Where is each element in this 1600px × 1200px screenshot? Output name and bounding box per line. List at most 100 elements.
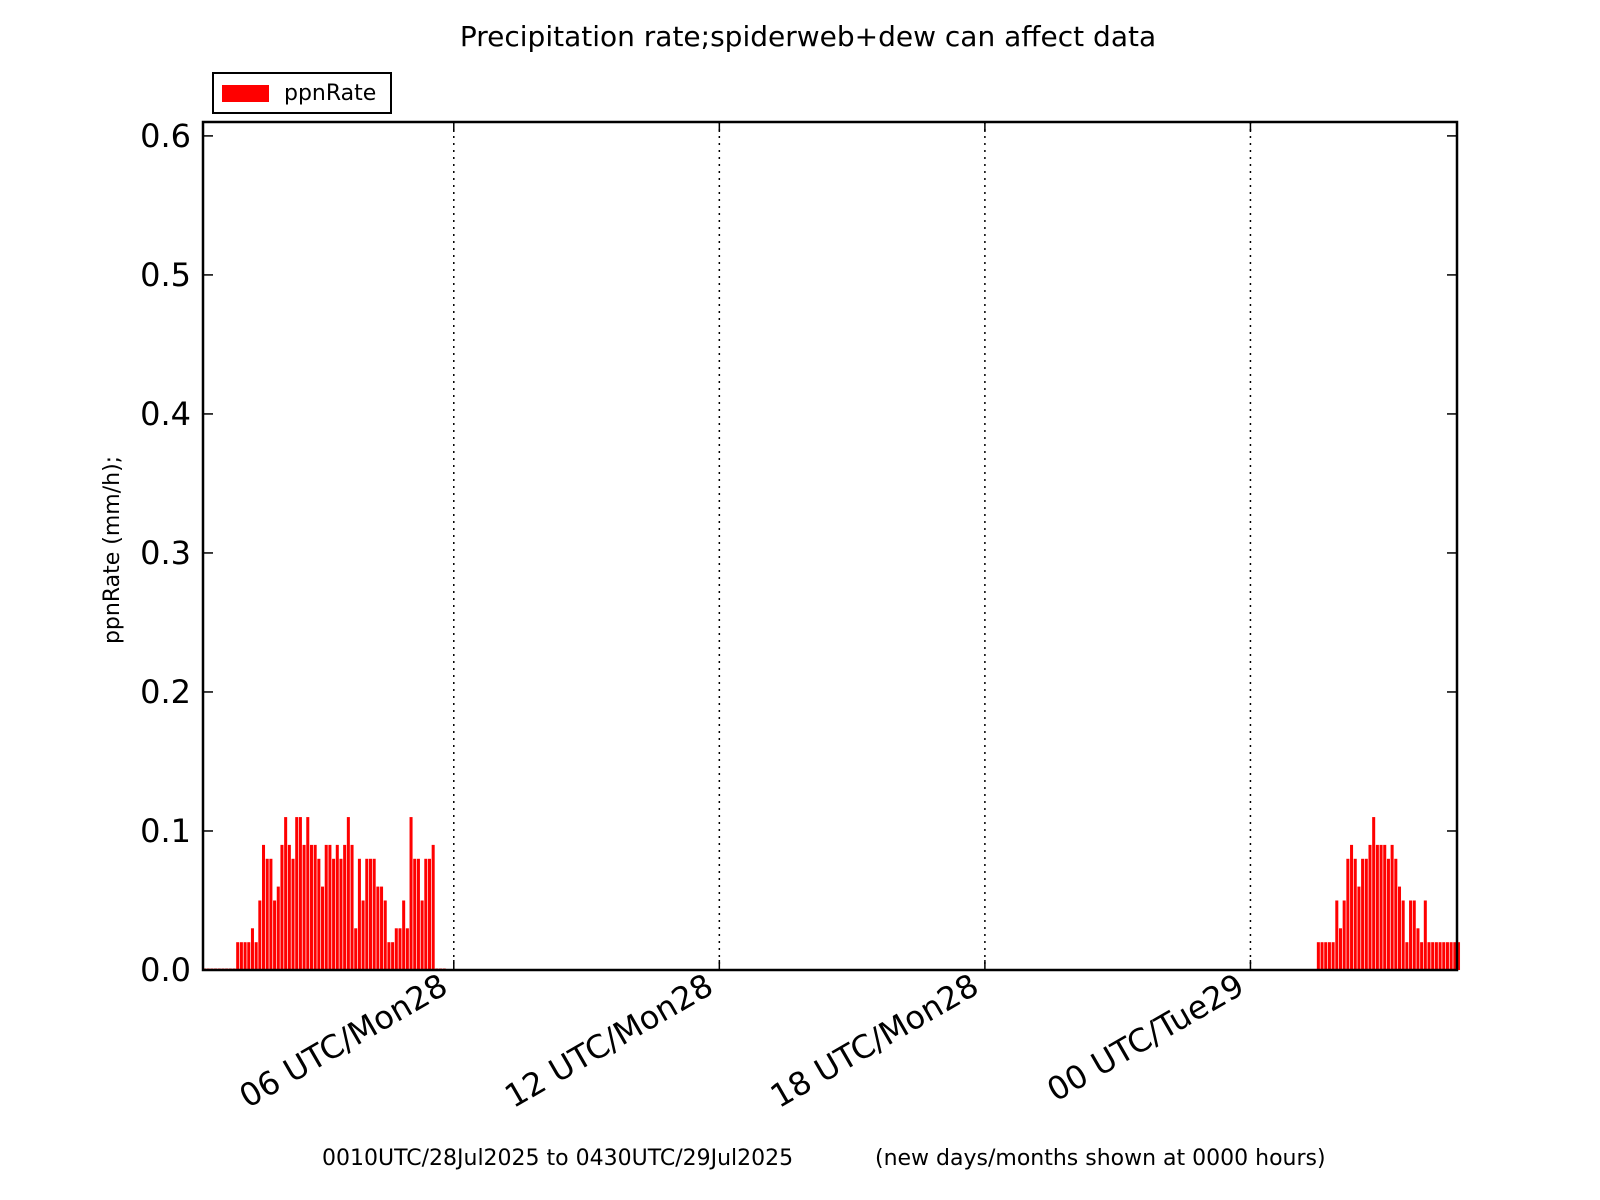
bar [313,844,317,970]
bar [269,858,273,970]
bar [376,886,380,970]
footer-range: 0010UTC/28Jul2025 to 0430UTC/29Jul2025 [322,1146,793,1171]
bar [343,844,347,970]
y-tick-label: 0.4 [140,395,191,433]
y-tick-label: 0.5 [140,256,191,294]
bar [427,858,431,970]
bar [317,858,321,970]
bar [413,858,417,970]
bar [1327,942,1331,970]
bar [273,900,277,970]
bar [262,844,266,970]
bar [1427,942,1431,970]
bar [332,858,336,970]
bar [258,900,262,970]
bar [295,817,299,970]
bar [1442,942,1446,970]
bar [1383,844,1387,970]
bar [424,858,428,970]
bar [372,858,376,970]
bar [354,928,358,970]
bar [335,844,339,970]
bar [324,844,328,970]
bar [1409,900,1413,970]
legend-swatch [222,85,269,102]
bar [1361,858,1365,970]
bar [1338,928,1342,970]
bar [328,844,332,970]
bar [250,928,254,970]
bar [1357,886,1361,970]
bar [1416,928,1420,970]
bar [254,942,258,970]
bars-layer [203,817,1461,970]
y-tick-label: 0.6 [140,117,191,155]
bar [1405,942,1409,970]
x-tick-label: 18 UTC/Mon28 [764,966,985,1116]
bar [1368,844,1372,970]
bar [1350,844,1354,970]
bar [346,817,350,970]
bar [1386,858,1390,970]
bar [280,844,284,970]
bar [1431,942,1435,970]
bar [1353,858,1357,970]
bar [306,817,310,970]
bar [1335,900,1339,970]
bar [1449,942,1453,970]
bar [380,886,384,970]
bar [409,817,413,970]
bar [365,858,369,970]
bar [276,886,280,970]
bar [1320,942,1324,970]
bar [1324,942,1328,970]
bar [1372,817,1376,970]
bar [287,844,291,970]
y-tick-label: 0.2 [140,673,191,711]
plot-frame [201,120,1459,972]
bar [321,886,325,970]
bar [1445,942,1449,970]
bar [1420,942,1424,970]
bar [357,858,361,970]
bar [1390,844,1394,970]
bar [339,858,343,970]
bar [1453,942,1457,970]
legend-label: ppnRate [284,81,376,106]
bar [236,942,240,970]
bar [1401,900,1405,970]
bar [383,900,387,970]
bar [391,942,395,970]
bar [416,858,420,970]
bar [1346,858,1350,970]
y-tick-label: 0.3 [140,534,191,572]
bar [239,942,243,970]
bar [265,858,269,970]
bar [398,928,402,970]
bar [1316,942,1320,970]
bar [420,900,424,970]
bar [247,942,251,970]
x-tick-label: 12 UTC/Mon28 [498,966,719,1116]
bar [394,928,398,970]
bar [1342,900,1346,970]
x-tick-label: 00 UTC/Tue29 [1040,966,1250,1109]
bar [243,942,247,970]
bar [402,900,406,970]
bar [1412,900,1416,970]
bar [368,858,372,970]
bar [1434,942,1438,970]
bar [1457,942,1461,970]
y-axis: 0.0 0.1 0.2 0.3 0.4 0.5 0.6 [140,117,1457,989]
bar [1379,844,1383,970]
bar [431,844,435,970]
bar [361,900,365,970]
bar [387,942,391,970]
bar [405,928,409,970]
bar [298,817,302,970]
bar [1438,942,1442,970]
bar [1423,900,1427,970]
grid-layer [453,122,1252,970]
y-tick-label: 0.1 [140,812,191,850]
bar [1375,844,1379,970]
